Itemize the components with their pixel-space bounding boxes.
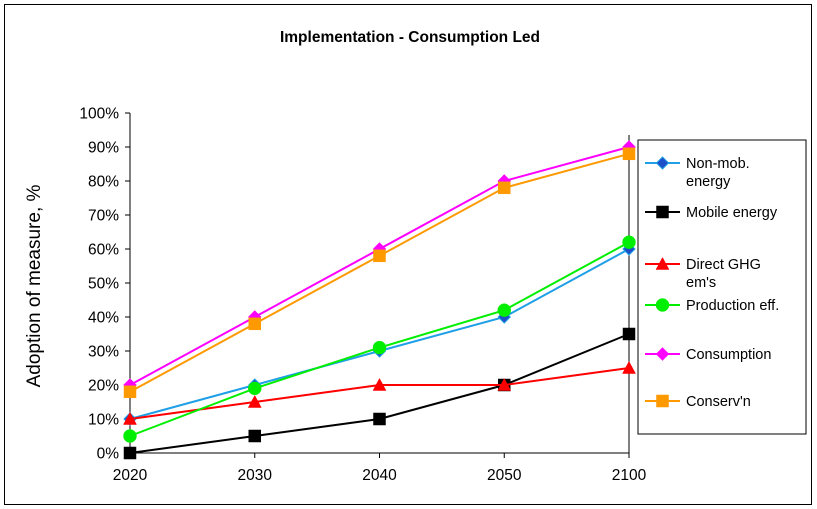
legend-item: Consumption xyxy=(645,347,771,363)
legend-item: Production eff. xyxy=(645,298,779,314)
y-tick-label: 90% xyxy=(88,140,119,157)
y-tick-label: 100% xyxy=(79,106,119,123)
legend-label: Production eff. xyxy=(686,298,779,314)
chart-title: Implementation - Consumption Led xyxy=(280,29,540,46)
data-point xyxy=(372,340,387,355)
x-tick-label: 2020 xyxy=(113,467,148,484)
y-tick-label: 80% xyxy=(88,174,119,191)
data-point xyxy=(123,446,137,460)
legend-label: Non-mob. xyxy=(686,156,750,172)
data-point xyxy=(123,385,137,399)
data-point xyxy=(622,360,636,374)
series-conserv-n xyxy=(123,147,636,399)
legend-label: Direct GHG xyxy=(686,257,761,273)
plot-area xyxy=(123,140,636,460)
data-point xyxy=(248,381,262,396)
data-point xyxy=(123,429,137,443)
data-point xyxy=(248,429,261,443)
legend-label: em's xyxy=(686,275,716,291)
data-point xyxy=(622,147,636,161)
y-tick-label: 10% xyxy=(88,412,119,429)
data-point xyxy=(123,411,137,425)
y-tick-label: 20% xyxy=(88,378,119,395)
axes: 0% 10% 20% 30% 40% 50% 60% 70% 80% 90% 100% 2020 203… xyxy=(79,106,646,485)
data-point xyxy=(497,303,511,317)
series-line xyxy=(129,241,630,437)
y-tick-label: 0% xyxy=(97,446,120,463)
data-point xyxy=(498,181,511,195)
legend-item: Conserv'n xyxy=(645,394,751,410)
series-production-eff- xyxy=(123,235,636,443)
legend-marker xyxy=(656,205,669,219)
legend-marker xyxy=(655,298,670,312)
data-point xyxy=(622,235,636,249)
series-line xyxy=(129,367,630,420)
series-line xyxy=(129,248,630,420)
y-axis-label-group: Adoption of measure, % xyxy=(24,185,45,388)
legend-label: Mobile energy xyxy=(686,205,778,221)
data-point xyxy=(373,412,386,426)
data-point xyxy=(247,394,262,408)
data-point xyxy=(248,317,261,331)
data-point xyxy=(497,377,512,391)
x-tick-label: 2030 xyxy=(238,467,273,484)
legend-marker xyxy=(656,394,669,408)
y-tick-label: 50% xyxy=(88,276,119,293)
legend-label: Consumption xyxy=(686,347,771,363)
legend-item: Non-mob. energy xyxy=(645,156,750,190)
legend-label: Conserv'n xyxy=(686,394,751,410)
x-tick-label: 2100 xyxy=(612,467,647,484)
y-axis-label: Adoption of measure, % xyxy=(24,185,45,388)
legend-item: Direct GHG em's xyxy=(645,256,761,291)
series-direct-ghg-em-s xyxy=(123,360,636,425)
data-point xyxy=(373,249,386,263)
legend-label: energy xyxy=(686,174,731,190)
x-tick-label: 2050 xyxy=(487,467,522,484)
legend-box xyxy=(637,139,807,435)
legend-marker xyxy=(655,256,670,270)
data-point xyxy=(622,327,636,341)
legend-marker xyxy=(655,156,670,170)
data-point xyxy=(372,377,387,391)
y-tick-label: 70% xyxy=(88,208,119,225)
legend-item: Mobile energy xyxy=(645,205,778,221)
legend: Non-mob. energy Mobile energy Direct GHG em'… xyxy=(637,139,807,435)
legend-marker xyxy=(655,347,670,361)
x-tick-label: 2040 xyxy=(362,467,397,484)
series-non-mob-energy xyxy=(123,242,636,426)
y-tick-label: 60% xyxy=(88,242,119,259)
y-tick-label: 30% xyxy=(88,344,119,361)
y-tick-label: 40% xyxy=(88,310,119,327)
